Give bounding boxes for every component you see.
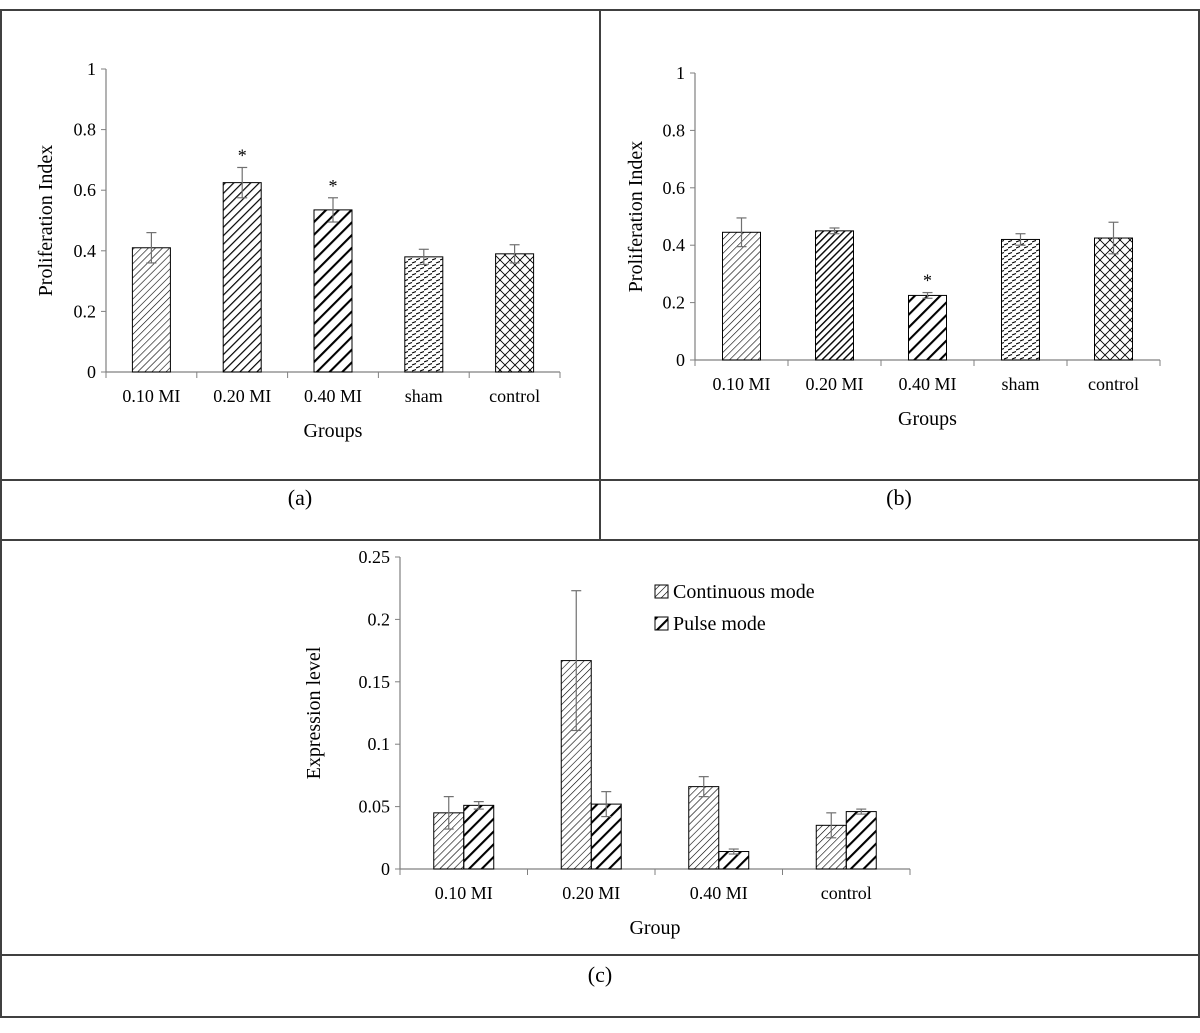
x-axis-title: Groups xyxy=(898,408,957,430)
y-tick-label: 0.2 xyxy=(368,609,391,629)
bar xyxy=(1001,238,1040,361)
panel-frame xyxy=(0,9,1200,1018)
chart-panel-b: 0 0.2 0.4 0.6 0.8 1 0.10 MI 0.20 MI 0.40 MI * sham… xyxy=(625,63,1161,430)
y-tick-label: 0.1 xyxy=(368,734,391,754)
significance-marker: * xyxy=(923,271,932,291)
x-tick-label: control xyxy=(821,883,872,903)
y-tick-label: 1 xyxy=(676,63,685,83)
x-tick-label: 0.40 MI xyxy=(304,386,362,406)
y-tick-label: 0.4 xyxy=(663,235,686,255)
legend-label: Pulse mode xyxy=(673,613,766,635)
bar xyxy=(845,811,877,870)
x-tick-label: 0.40 MI xyxy=(690,883,748,903)
x-tick-label: 0.40 MI xyxy=(899,374,957,394)
panel-label-b: (b) xyxy=(886,485,912,510)
y-tick-label: 0.15 xyxy=(359,672,391,692)
legend-swatch xyxy=(654,616,669,631)
x-tick-label: sham xyxy=(1002,374,1040,394)
x-tick-label: 0.20 MI xyxy=(562,883,620,903)
bar xyxy=(131,247,171,373)
y-tick-label: 0.05 xyxy=(359,797,391,817)
chart-panel-c: 0 0.05 0.1 0.15 0.2 0.25 0.10 MI 0.20 MI 0.40 MI… xyxy=(303,547,911,939)
y-tick-label: 0.8 xyxy=(663,120,686,140)
x-tick-label: 0.10 MI xyxy=(122,386,180,406)
x-tick-label: 0.10 MI xyxy=(713,374,771,394)
x-tick-label: control xyxy=(1088,374,1139,394)
chart-panel-a: 0 0.2 0.4 0.6 0.8 1 0.10 MI 0.20 MI * 0.40 MI * sha… xyxy=(35,59,561,442)
bar xyxy=(495,253,535,373)
y-axis-title: Proliferation Index xyxy=(35,145,57,297)
panel-label-c: (c) xyxy=(588,962,612,987)
x-tick-label: 0.20 MI xyxy=(806,374,864,394)
y-tick-label: 0.4 xyxy=(74,241,97,261)
y-tick-label: 0.2 xyxy=(74,301,97,321)
bar xyxy=(463,804,495,870)
legend-swatch xyxy=(654,584,669,599)
significance-marker: * xyxy=(238,145,247,165)
y-tick-label: 0 xyxy=(676,350,685,370)
bar xyxy=(404,256,444,373)
x-tick-label: 0.10 MI xyxy=(435,883,493,903)
y-tick-label: 0.6 xyxy=(74,180,97,200)
bar xyxy=(222,182,262,373)
y-tick-label: 1 xyxy=(87,59,96,79)
y-axis-title: Expression level xyxy=(303,646,325,779)
significance-marker: * xyxy=(329,176,338,196)
legend-label: Continuous mode xyxy=(673,581,815,603)
bar xyxy=(313,209,353,373)
bar xyxy=(688,786,720,870)
y-axis-title: Proliferation Index xyxy=(625,141,647,293)
y-tick-label: 0.6 xyxy=(663,178,686,198)
x-tick-label: 0.20 MI xyxy=(213,386,271,406)
bar xyxy=(722,231,761,361)
x-tick-label: sham xyxy=(405,386,443,406)
y-tick-label: 0 xyxy=(87,362,96,382)
bar xyxy=(815,230,854,361)
bar xyxy=(1094,237,1133,361)
x-tick-label: control xyxy=(489,386,540,406)
y-tick-label: 0 xyxy=(381,859,390,879)
bar xyxy=(908,294,947,361)
panel-label-a: (a) xyxy=(288,485,312,510)
x-axis-title: Group xyxy=(629,917,680,939)
x-axis-title: Groups xyxy=(304,420,363,442)
y-tick-label: 0.2 xyxy=(663,293,686,313)
y-tick-label: 0.8 xyxy=(74,120,97,140)
y-tick-label: 0.25 xyxy=(359,547,391,567)
